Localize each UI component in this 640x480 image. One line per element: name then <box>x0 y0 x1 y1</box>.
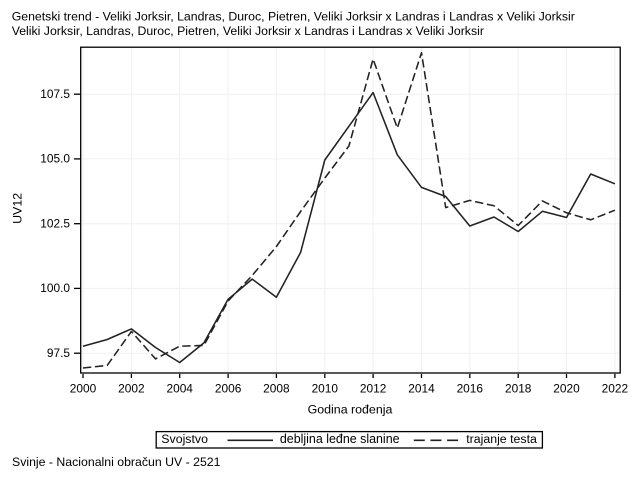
svg-text:UV12: UV12 <box>11 193 25 224</box>
svg-text:debljina leđne slanine: debljina leđne slanine <box>280 432 400 446</box>
svg-text:2022: 2022 <box>602 382 629 396</box>
svg-text:97.5: 97.5 <box>47 346 71 360</box>
svg-text:2016: 2016 <box>457 382 484 396</box>
svg-text:2012: 2012 <box>360 382 387 396</box>
svg-text:102.5: 102.5 <box>40 217 70 231</box>
svg-text:2000: 2000 <box>70 382 97 396</box>
svg-text:trajanje testa: trajanje testa <box>466 432 537 446</box>
svg-text:107.5: 107.5 <box>40 87 70 101</box>
svg-text:2004: 2004 <box>166 382 193 396</box>
svg-text:100.0: 100.0 <box>40 281 70 295</box>
svg-text:2020: 2020 <box>553 382 580 396</box>
svg-text:2010: 2010 <box>312 382 339 396</box>
svg-text:2014: 2014 <box>408 382 435 396</box>
svg-text:105.0: 105.0 <box>40 152 70 166</box>
svg-text:2018: 2018 <box>505 382 532 396</box>
svg-text:Veliki Jorksir, Landras, Duroc: Veliki Jorksir, Landras, Duroc, Pietren,… <box>12 24 484 38</box>
svg-text:2006: 2006 <box>215 382 242 396</box>
svg-text:Svinje - Nacionalni obračun UV: Svinje - Nacionalni obračun UV - 2521 <box>12 455 221 469</box>
svg-text:Svojstvo: Svojstvo <box>161 432 208 446</box>
svg-text:2008: 2008 <box>263 382 290 396</box>
svg-text:2002: 2002 <box>118 382 145 396</box>
svg-text:Genetski trend - Veliki Jorksi: Genetski trend - Veliki Jorksir, Landras… <box>12 10 575 24</box>
svg-text:Godina rođenja: Godina rođenja <box>308 403 393 417</box>
